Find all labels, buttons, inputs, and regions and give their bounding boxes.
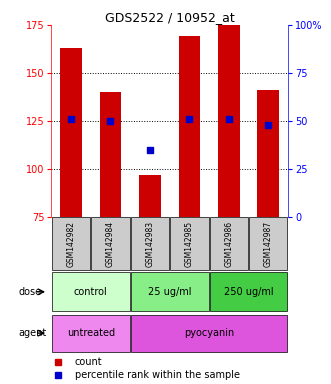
Text: 250 ug/ml: 250 ug/ml (224, 287, 273, 297)
Bar (131, 272, 209, 311)
Text: GSM142987: GSM142987 (264, 221, 273, 267)
Text: GSM142983: GSM142983 (145, 221, 155, 267)
Bar (131, 314, 288, 352)
Text: 25 ug/ml: 25 ug/ml (148, 287, 191, 297)
Bar (218, 25, 240, 217)
Text: dose: dose (18, 287, 41, 297)
Text: GSM142985: GSM142985 (185, 221, 194, 267)
Bar (91, 217, 130, 270)
Bar (249, 217, 288, 270)
Text: GSM142982: GSM142982 (67, 221, 75, 267)
Bar (100, 92, 121, 217)
Text: count: count (75, 357, 103, 367)
Bar (139, 175, 161, 217)
Bar (178, 36, 200, 217)
Bar (210, 217, 248, 270)
Bar (131, 217, 169, 270)
Text: untreated: untreated (67, 328, 115, 338)
Bar (60, 48, 82, 217)
Text: GSM142984: GSM142984 (106, 221, 115, 267)
Bar (258, 90, 279, 217)
Bar (52, 272, 130, 311)
Title: GDS2522 / 10952_at: GDS2522 / 10952_at (105, 11, 234, 24)
Bar (210, 272, 288, 311)
Text: control: control (74, 287, 108, 297)
Text: agent: agent (18, 328, 46, 338)
Text: pyocyanin: pyocyanin (184, 328, 234, 338)
Bar (170, 217, 209, 270)
Text: GSM142986: GSM142986 (224, 221, 233, 267)
Bar (52, 217, 90, 270)
Bar (52, 314, 130, 352)
Text: percentile rank within the sample: percentile rank within the sample (75, 371, 240, 381)
